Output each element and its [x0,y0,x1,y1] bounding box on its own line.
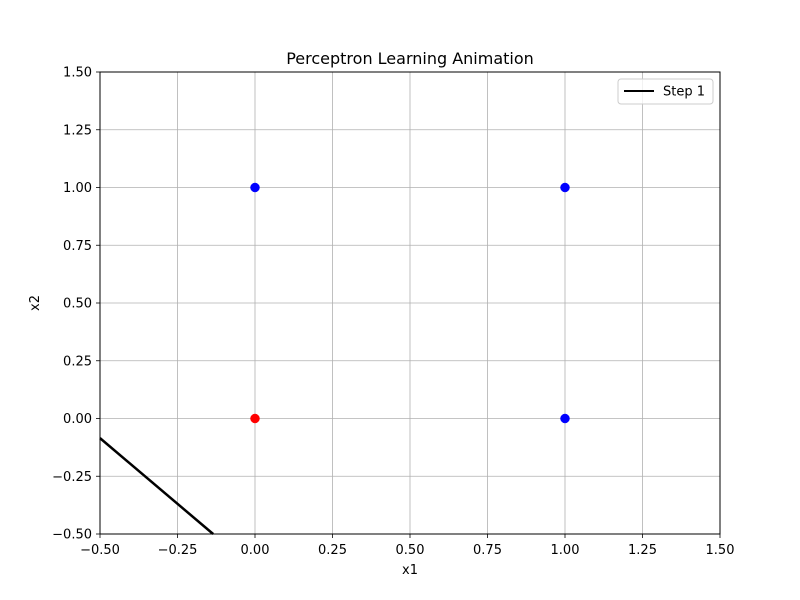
data-point [250,413,260,424]
y-tick-label: −0.50 [52,528,92,543]
chart-title: Perceptron Learning Animation [286,49,534,68]
y-tick-label: 0.75 [63,239,92,254]
legend: Step 1 [617,78,714,105]
x-tick-label: −0.50 [80,543,120,558]
x-tick-label: 0.00 [241,543,270,558]
data-point [250,182,260,193]
series-layer [99,437,214,535]
y-tick-label: 1.25 [63,123,92,138]
y-tick-label: 1.00 [63,181,92,196]
x-tick-label: 0.25 [318,543,347,558]
y-tick-label: −0.25 [52,470,92,485]
x-tick-label: 0.75 [473,543,502,558]
y-axis-label: x2 [28,295,43,311]
data-point [560,182,570,193]
y-tick-label: 0.00 [63,412,92,427]
y-tick-label: 0.25 [63,354,92,369]
legend-box [617,78,714,105]
data-point [560,413,570,424]
x-tick-label: −0.25 [158,543,198,558]
x-tick-label: 1.50 [706,543,735,558]
x-axis: −0.50 −0.25 0.00 0.25 0.50 0.75 1.00 1.25 1.50 [80,534,734,558]
points-layer [250,182,570,424]
x-tick-label: 1.25 [628,543,657,558]
decision-boundary-line [99,437,214,535]
legend-label: Step 1 [663,85,705,100]
y-tick-label: 0.50 [63,297,92,312]
y-tick-label: 1.50 [63,66,92,81]
x-tick-label: 0.50 [396,543,425,558]
x-axis-label: x1 [402,563,418,578]
y-axis: −0.50 −0.25 0.00 0.25 0.50 0.75 1.00 1.25 1.50 [52,66,100,543]
x-tick-label: 1.00 [551,543,580,558]
